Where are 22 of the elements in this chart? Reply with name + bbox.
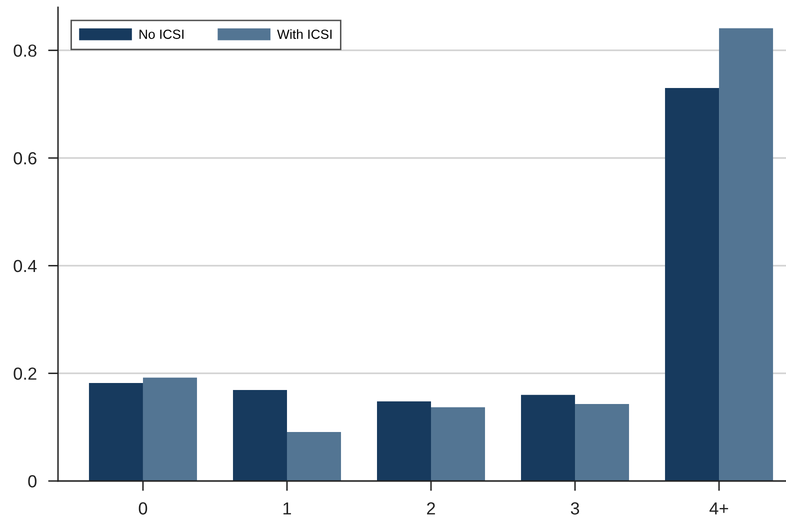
bar xyxy=(286,432,341,481)
x-tick-label: 2 xyxy=(427,502,435,514)
bar xyxy=(665,88,720,481)
bar xyxy=(88,383,143,481)
y-tick-label: 0 xyxy=(28,475,36,488)
bar xyxy=(142,378,197,481)
bar xyxy=(719,28,774,481)
legend-label: No ICSI xyxy=(140,30,184,39)
legend-label: With ICSI xyxy=(277,29,332,39)
bar xyxy=(377,401,432,481)
x-tick-label: 4+ xyxy=(710,502,728,514)
bar xyxy=(575,404,630,481)
y-tick-label: 0.4 xyxy=(14,260,37,272)
y-tick-label: 0.6 xyxy=(14,152,36,164)
x-tick-label: 1 xyxy=(283,502,291,514)
y-tick-label: 0.8 xyxy=(14,44,36,57)
x-tick-label: 0 xyxy=(138,502,148,515)
bar xyxy=(431,407,486,481)
bar xyxy=(521,394,576,481)
y-tick-label: 0.2 xyxy=(14,368,36,380)
bar xyxy=(232,390,287,481)
x-tick-label: 3 xyxy=(570,502,580,515)
